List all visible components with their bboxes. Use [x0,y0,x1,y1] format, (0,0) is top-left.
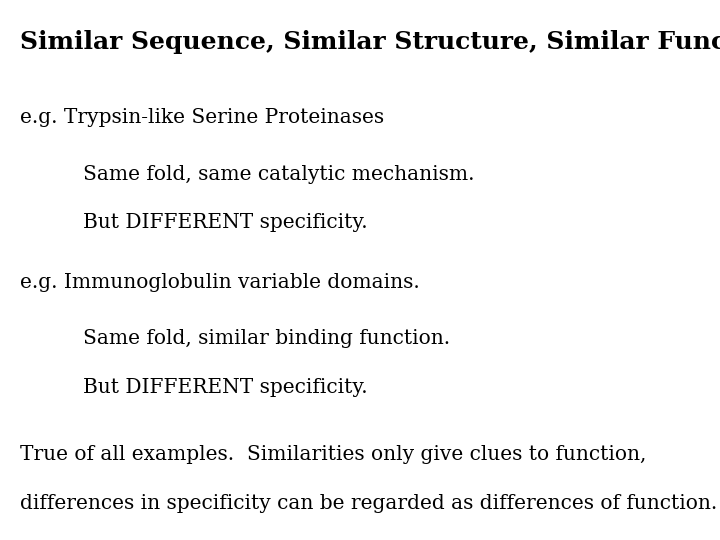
Text: e.g. Immunoglobulin variable domains.: e.g. Immunoglobulin variable domains. [20,273,420,292]
Text: But DIFFERENT specificity.: But DIFFERENT specificity. [83,213,367,232]
Text: Similar Sequence, Similar Structure, Similar Function.: Similar Sequence, Similar Structure, Sim… [20,30,720,53]
Text: Same fold, similar binding function.: Same fold, similar binding function. [83,329,450,348]
Text: e.g. Trypsin-like Serine Proteinases: e.g. Trypsin-like Serine Proteinases [20,108,384,127]
Text: differences in specificity can be regarded as differences of function.: differences in specificity can be regard… [20,494,717,513]
Text: But DIFFERENT specificity.: But DIFFERENT specificity. [83,378,367,397]
Text: Same fold, same catalytic mechanism.: Same fold, same catalytic mechanism. [83,165,474,184]
Text: True of all examples.  Similarities only give clues to function,: True of all examples. Similarities only … [20,446,647,464]
